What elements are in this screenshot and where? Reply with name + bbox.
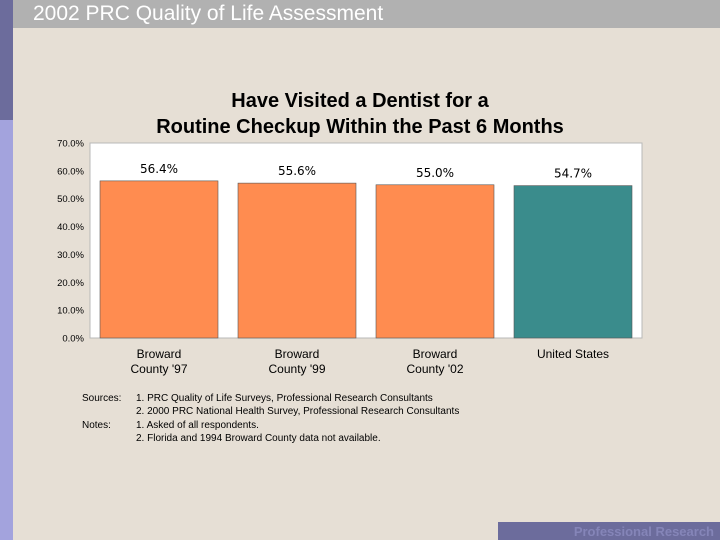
x-category-label: Broward: [137, 347, 182, 361]
x-category-label: United States: [537, 347, 609, 361]
x-category-label: County '02: [407, 362, 464, 376]
y-tick-label: 0.0%: [62, 334, 84, 345]
y-tick-label: 70.0%: [57, 139, 84, 150]
x-category-label: County '97: [131, 362, 188, 376]
chart-title-line-1: Have Visited a Dentist for a: [231, 90, 489, 112]
footer-bar: Professional Research: [498, 522, 720, 540]
source-row-2: 2. 2000 PRC National Health Survey, Prof…: [82, 405, 459, 418]
source-2-text: 2. 2000 PRC National Health Survey, Prof…: [136, 406, 460, 418]
bar-value-label: 54.7%: [554, 167, 592, 181]
bar: [237, 182, 357, 339]
source-1-text: 1. PRC Quality of Life Surveys, Professi…: [136, 393, 433, 404]
left-accent-bar-light: [0, 120, 13, 540]
y-tick-label: 30.0%: [57, 250, 84, 261]
slide-title: 2002 PRC Quality of Life Assessment: [33, 2, 384, 25]
bar: [513, 185, 633, 339]
y-tick-label: 50.0%: [57, 194, 84, 205]
chart-title-line-2: Routine Checkup Within the Past 6 Months: [156, 116, 564, 138]
x-category-label: County '99: [269, 362, 326, 376]
bar-value-label: 55.0%: [416, 166, 454, 180]
bar-value-label: 56.4%: [140, 162, 178, 176]
bar-value-label: 55.6%: [278, 164, 316, 178]
note-2-text: 2. Florida and 1994 Broward County data …: [136, 433, 381, 445]
sources-label: Sources:: [82, 393, 122, 404]
source-row-1: Sources: 1. PRC Quality of Life Surveys, …: [82, 392, 459, 405]
x-category-label: Broward: [275, 347, 320, 361]
bar: [375, 184, 495, 339]
footer-brand-text: Professional Research: [573, 524, 714, 539]
y-tick-label: 60.0%: [57, 166, 84, 177]
y-tick-label: 10.0%: [57, 306, 84, 317]
chart-title: Have Visited a Dentist for a Routine Che…: [100, 88, 620, 140]
sources-notes: Sources: 1. PRC Quality of Life Surveys, …: [82, 392, 459, 446]
x-category-label: Broward: [413, 347, 458, 361]
bar: [99, 180, 219, 339]
notes-label: Notes:: [82, 419, 111, 431]
note-row-1: Notes: 1. Asked of all respondents.: [82, 419, 459, 432]
y-tick-label: 40.0%: [57, 222, 84, 233]
note-row-2: 2. Florida and 1994 Broward County data …: [82, 432, 459, 445]
note-1-text: 1. Asked of all respondents.: [136, 419, 259, 431]
left-accent-bar-dark: [0, 0, 13, 120]
title-bar: 2002 PRC Quality of Life Assessment: [13, 0, 720, 28]
y-tick-label: 20.0%: [57, 278, 84, 289]
